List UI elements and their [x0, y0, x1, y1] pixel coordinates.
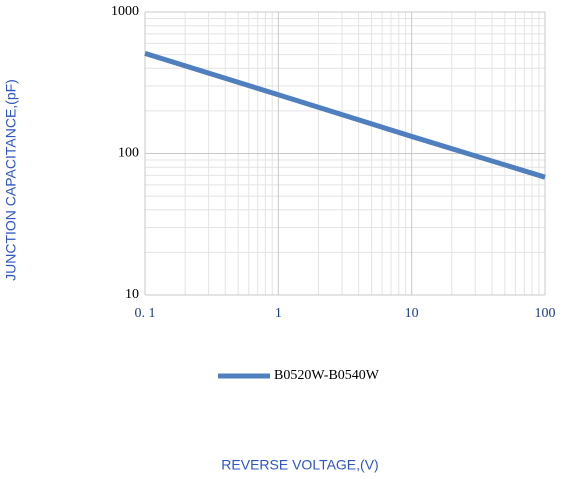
y-tick-label: 1000 — [111, 4, 139, 19]
x-tick-label: 0. 1 — [135, 306, 156, 321]
x-tick-label: 100 — [535, 306, 556, 321]
x-tick-label: 10 — [405, 306, 419, 321]
x-axis-label: REVERSE VOLTAGE,(V) — [221, 457, 378, 473]
y-axis-label: JUNCTION CAPACITANCE,(pF) — [3, 79, 19, 281]
data-line — [144, 50, 546, 180]
legend-label: B0520W-B0540W — [274, 368, 380, 383]
y-tick-label: 10 — [125, 287, 139, 302]
y-tick-label: 100 — [118, 146, 139, 161]
x-tick-label: 1 — [275, 306, 282, 321]
